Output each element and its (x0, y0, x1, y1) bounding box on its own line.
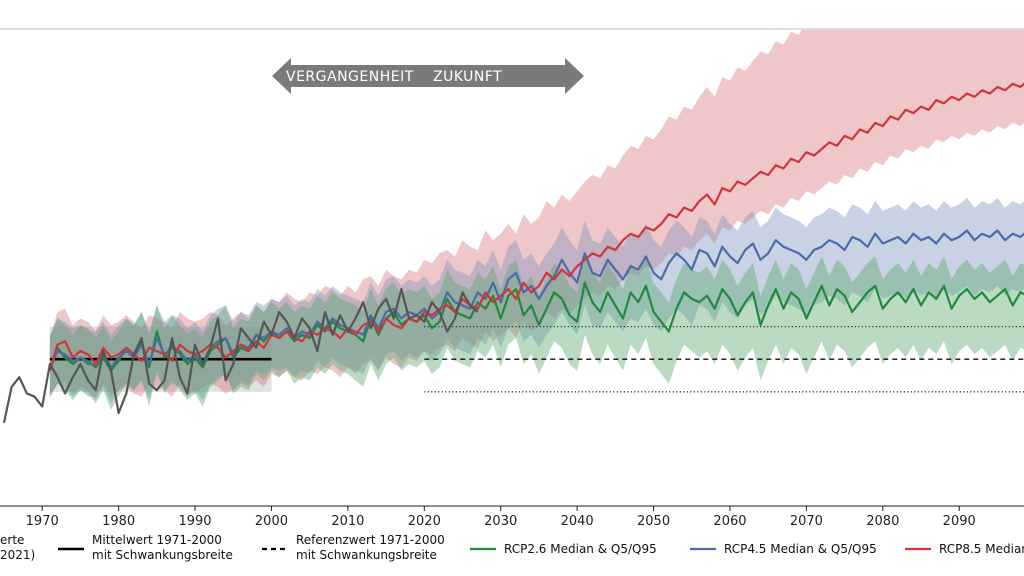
x-tick-label-2070: 2070 (790, 514, 823, 529)
legend-sublabel-mean: mit Schwankungsbreite (92, 548, 233, 562)
x-tick-label-2090: 2090 (943, 514, 976, 529)
past-future-arrow: VERGANGENHEIT ZUKUNFT (272, 58, 584, 94)
x-tick-label-2040: 2040 (561, 514, 594, 529)
x-tick-label-1990: 1990 (178, 514, 211, 529)
legend-label-rcp26: RCP2.6 Median & Q5/Q95 (504, 542, 657, 556)
x-tick-label-2060: 2060 (713, 514, 746, 529)
band-rcp26 (49, 253, 1024, 410)
legend-label-obs: erte (0, 533, 24, 547)
x-tick-label-2010: 2010 (331, 514, 364, 529)
observed-line (2, 288, 479, 424)
double-arrow-icon (272, 58, 584, 94)
arrow-label-future: ZUKUNFT (433, 69, 502, 85)
legend-item-rcp26: RCP2.6 Median & Q5/Q95 (470, 542, 657, 556)
legend-sublabel-obs: 2021) (0, 548, 35, 562)
x-tick-label-2020: 2020 (408, 514, 441, 529)
plot-content (2, 30, 1024, 424)
legend-label-ref: Referenzwert 1971-2000 (296, 533, 445, 547)
legend-sublabel-ref: mit Schwankungsbreite (296, 548, 437, 562)
median-line-rcp85 (48, 82, 1024, 371)
legend-label-rcp85: RCP8.5 Median (939, 542, 1024, 556)
x-tick-label-1970: 1970 (26, 514, 59, 529)
x-tick-label-2080: 2080 (866, 514, 899, 529)
legend-label-rcp45: RCP4.5 Median & Q5/Q95 (724, 542, 877, 556)
arrow-label-past: VERGANGENHEIT (286, 69, 414, 85)
x-tick-label-2030: 2030 (484, 514, 517, 529)
band-rcp85 (49, 30, 1024, 400)
x-tick-label-1980: 1980 (102, 514, 135, 529)
median-line-rcp45 (48, 229, 1024, 369)
band-rcp45 (49, 197, 1024, 404)
legend-item-rcp45: RCP4.5 Median & Q5/Q95 (690, 542, 877, 556)
plot-area (2, 30, 1024, 424)
x-tick-label-2050: 2050 (637, 514, 670, 529)
x-tick-label-2000: 2000 (255, 514, 288, 529)
x-axis: 1970 1980 1990 2000 2010 2020 2030 2040 2050 2060… (0, 505, 1024, 529)
median-line-rcp26 (48, 281, 1024, 372)
legend-item-rcp85: RCP8.5 Median (905, 542, 1024, 556)
legend-label-mean: Mittelwert 1971-2000 (92, 533, 222, 547)
